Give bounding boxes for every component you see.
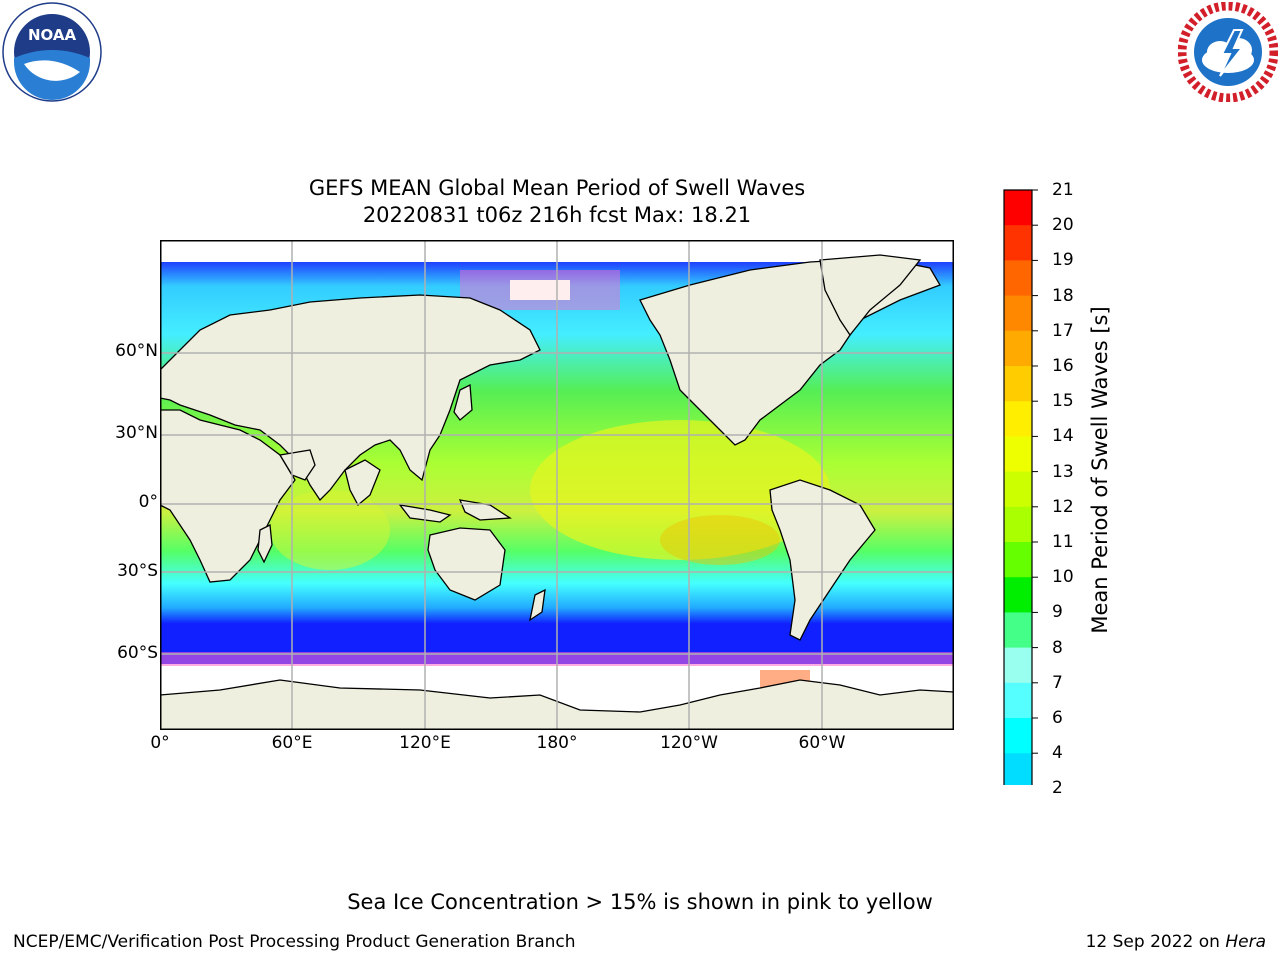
colorbar-segment [1004, 682, 1032, 719]
colorbar-tick-label: 14 [1052, 426, 1074, 447]
colorbar-frame [1003, 189, 1033, 785]
footer-date: 12 Sep 2022 on Hera [1086, 932, 1266, 952]
colorbar-segment [1004, 260, 1032, 297]
colorbar-tick-label: 15 [1052, 391, 1074, 412]
colorbar-tick-label: 6 [1052, 708, 1063, 728]
colorbar-tick-label: 7 [1052, 672, 1063, 693]
map-frame [160, 240, 954, 730]
chart-subtitle: 20220831 t06z 216h fcst Max: 18.21 [362, 203, 752, 227]
colorbar-tick-label: 21 [1052, 180, 1074, 200]
world-map [160, 240, 954, 730]
colorbar-segment [1004, 577, 1032, 613]
sea-ice-note: Sea Ice Concentration > 15% is shown in … [347, 890, 933, 914]
lat-tick-0: 0° [138, 492, 158, 512]
colorbar-segment [1004, 506, 1032, 543]
colorbar-tick-label: 4 [1052, 743, 1063, 764]
colorbar-segment [1004, 190, 1032, 226]
colorbar-tick-label: 11 [1052, 532, 1074, 552]
colorbar-tick-label: 20 [1052, 215, 1074, 236]
lon-tick-60w: 60°W [798, 733, 846, 753]
lon-tick-0: 0° [150, 733, 170, 753]
noaa-logo-text: NOAA [28, 26, 77, 44]
colorbar-segment [1004, 225, 1032, 261]
colorbar-tick-label: 13 [1052, 461, 1074, 482]
colorbar-tick-label: 2 [1052, 778, 1063, 799]
footer-credit: NCEP/EMC/Verification Post Processing Pr… [13, 932, 576, 952]
colorbar-tick-label: 18 [1052, 285, 1074, 306]
colorbar-segment [1004, 647, 1032, 684]
colorbar-segment [1004, 753, 1032, 785]
colorbar-segment [1004, 612, 1032, 649]
colorbar [1003, 189, 1038, 785]
graticule [160, 240, 954, 730]
lon-tick-180: 180° [536, 733, 578, 753]
colorbar-segment [1004, 295, 1032, 332]
chart-title: GEFS MEAN Global Mean Period of Swell Wa… [308, 176, 806, 200]
colorbar-segment [1004, 542, 1032, 578]
lat-tick-60s: 60°S [117, 643, 158, 663]
noaa-logo: NOAA [2, 2, 102, 102]
nws-logo [1178, 2, 1278, 102]
colorbar-segment [1004, 366, 1032, 402]
lat-tick-60n: 60°N [115, 341, 158, 361]
colorbar-segment [1004, 718, 1032, 754]
colorbar-segment [1004, 471, 1032, 508]
colorbar-segment [1004, 401, 1032, 437]
colorbar-tick-label: 8 [1052, 637, 1063, 658]
lon-tick-120e: 120°E [399, 733, 451, 753]
footer-date-text: 12 Sep 2022 on [1085, 932, 1226, 952]
lon-tick-120w: 120°W [660, 733, 718, 753]
lon-tick-60e: 60°E [271, 733, 313, 753]
colorbar-tick-label: 17 [1052, 320, 1074, 341]
colorbar-label: Mean Period of Swell Waves [s] [1088, 306, 1112, 634]
lat-tick-30s: 30°S [117, 561, 158, 581]
colorbar-segment [1004, 330, 1032, 367]
colorbar-tick-label: 9 [1052, 602, 1063, 623]
colorbar-tick-label: 10 [1052, 567, 1074, 588]
colorbar-tick-label: 16 [1052, 356, 1074, 376]
footer-machine: Hera [1225, 932, 1266, 952]
lat-tick-30n: 30°N [115, 423, 158, 443]
colorbar-tick-label: 19 [1052, 250, 1074, 271]
colorbar-segment [1004, 436, 1032, 473]
colorbar-tick-label: 12 [1052, 496, 1074, 517]
